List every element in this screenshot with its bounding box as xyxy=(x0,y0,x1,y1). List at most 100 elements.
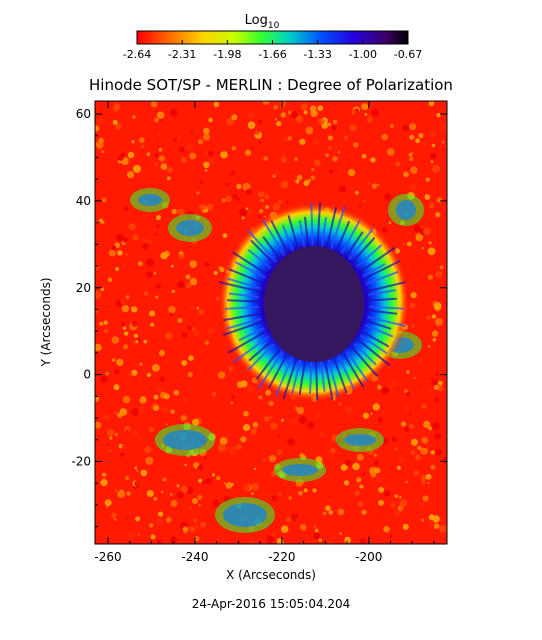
texture-speck xyxy=(318,538,322,542)
texture-speck xyxy=(206,203,214,211)
texture-speck xyxy=(140,469,148,477)
texture-speck xyxy=(377,183,380,186)
texture-speck xyxy=(402,124,410,132)
filament xyxy=(309,361,313,394)
texture-speck xyxy=(352,462,360,471)
texture-speck xyxy=(95,421,102,429)
texture-speck xyxy=(168,305,176,314)
texture-speck xyxy=(170,409,175,414)
texture-speck xyxy=(138,137,145,144)
texture-speck xyxy=(126,491,131,496)
filament xyxy=(364,324,394,338)
texture-speck xyxy=(349,124,357,132)
texture-speck xyxy=(271,495,278,502)
texture-speck xyxy=(437,385,444,392)
texture-speck xyxy=(280,156,287,163)
filament xyxy=(356,338,391,367)
texture-speck xyxy=(418,132,424,139)
texture-speck xyxy=(318,118,325,125)
texture-speck xyxy=(408,152,413,157)
texture-speck xyxy=(114,433,118,437)
colorbar-tick-label: -2.31 xyxy=(168,48,196,61)
filament xyxy=(342,352,365,388)
texture-speck xyxy=(432,165,441,173)
texture-speck xyxy=(300,524,307,531)
texture-speck xyxy=(329,497,333,501)
texture-speck xyxy=(404,426,410,433)
texture-speck xyxy=(384,490,391,497)
texture-speck xyxy=(129,372,134,377)
texture-speck xyxy=(177,208,185,216)
texture-speck xyxy=(107,429,115,437)
texture-speck xyxy=(178,253,185,259)
texture-speck xyxy=(177,137,181,140)
texture-speck xyxy=(287,110,292,115)
heatmap-image xyxy=(95,101,447,544)
texture-speck xyxy=(361,103,369,111)
texture-speck xyxy=(427,482,430,485)
texture-speck xyxy=(284,114,288,118)
texture-speck xyxy=(211,391,217,397)
filament xyxy=(363,260,401,280)
texture-speck xyxy=(154,152,159,158)
texture-speck xyxy=(134,480,141,487)
texture-speck xyxy=(296,174,303,181)
texture-speck xyxy=(356,454,364,461)
texture-speck xyxy=(262,458,266,462)
texture-speck xyxy=(364,113,368,116)
texture-speck xyxy=(171,208,177,215)
texture-speck xyxy=(366,117,373,123)
texture-speck xyxy=(211,473,215,477)
texture-speck xyxy=(231,146,236,151)
filament xyxy=(262,236,281,260)
texture-speck xyxy=(435,212,441,218)
y-axis: -20 0 20 40 60 xyxy=(71,107,447,528)
texture-speck xyxy=(268,400,274,406)
texture-speck xyxy=(233,480,237,484)
texture-speck xyxy=(95,395,100,402)
texture-speck xyxy=(125,476,130,481)
texture-speck xyxy=(153,394,159,400)
texture-speck xyxy=(327,135,333,141)
texture-speck xyxy=(166,167,173,173)
texture-speck xyxy=(121,322,126,327)
texture-speck xyxy=(130,407,139,416)
texture-speck xyxy=(117,250,123,256)
texture-speck xyxy=(273,105,278,110)
texture-speck xyxy=(273,170,279,176)
texture-speck xyxy=(312,488,317,493)
filament xyxy=(327,359,340,398)
texture-speck xyxy=(202,127,210,135)
texture-speck xyxy=(278,199,282,204)
texture-speck xyxy=(197,139,204,145)
texture-speck xyxy=(262,101,270,105)
texture-speck xyxy=(143,386,147,391)
texture-speck xyxy=(399,495,402,499)
filament xyxy=(291,359,302,394)
texture-speck xyxy=(113,384,120,391)
texture-speck xyxy=(120,299,126,305)
texture-speck xyxy=(290,513,299,521)
texture-speck xyxy=(370,157,376,163)
texture-speck xyxy=(413,470,419,476)
filament xyxy=(320,217,327,248)
texture-speck xyxy=(378,487,384,493)
texture-speck xyxy=(143,290,149,296)
texture-speck xyxy=(150,534,156,540)
texture-speck xyxy=(199,203,207,211)
texture-speck xyxy=(330,448,336,454)
texture-speck xyxy=(337,475,341,479)
network-patch xyxy=(176,220,204,236)
texture-speck xyxy=(167,176,171,181)
texture-speck xyxy=(100,479,108,487)
filament xyxy=(298,220,306,248)
texture-speck xyxy=(356,477,362,483)
texture-speck xyxy=(381,227,388,234)
texture-speck xyxy=(230,171,235,176)
texture-speck xyxy=(146,372,152,378)
texture-speck xyxy=(295,406,298,410)
texture-speck xyxy=(123,331,129,336)
network-patch xyxy=(138,194,162,206)
texture-speck xyxy=(135,340,139,344)
texture-speck xyxy=(146,271,153,278)
